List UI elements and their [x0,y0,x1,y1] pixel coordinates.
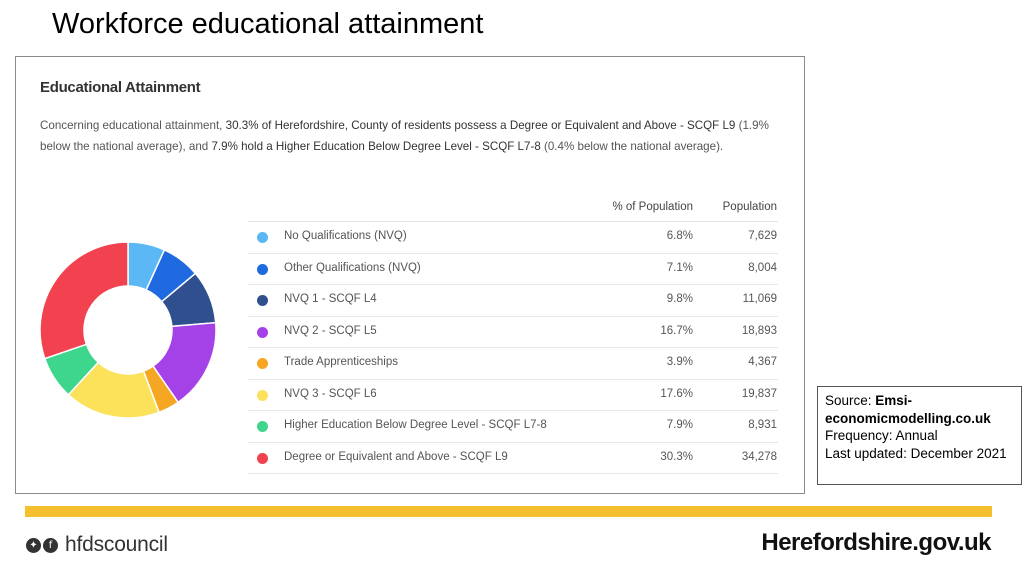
social-footer: ✦ f hfdscouncil [26,533,168,557]
row-population: 18,893 [741,324,777,337]
row-population: 4,367 [748,356,777,368]
facebook-icon[interactable]: f [43,537,58,553]
legend-dot [257,358,268,369]
row-population: 8,931 [748,419,777,431]
row-pct: 7.9% [666,419,693,431]
legend-dot [257,326,268,338]
row-label: No Qualifications (NVQ) [284,230,407,242]
row-pct: 16.7% [660,324,693,337]
row-pct: 9.8% [666,293,693,305]
header-population: Population [722,201,777,213]
table-row: NVQ 2 - SCQF L5 16.7% 18,893 [248,317,778,348]
panel-description: Concerning educational attainment, 30.3%… [40,115,785,157]
slide-title: Workforce educational attainment [52,8,484,40]
legend-dot [257,263,268,275]
desc-highlight-degree: 30.3% of Herefordshire, County of reside… [225,119,736,132]
attainment-panel: Educational Attainment Concerning educat… [15,56,805,494]
table-row: No Qualifications (NVQ) 6.8% 7,629 [248,222,778,254]
table-header: % of Population Population [248,197,778,222]
twitter-icon[interactable]: ✦ [26,537,41,553]
row-label: NVQ 2 - SCQF L5 [284,324,377,337]
row-label: Trade Apprenticeships [284,356,399,368]
row-pct: 3.9% [666,356,693,368]
panel-title: Educational Attainment [40,79,201,96]
legend-dot [257,232,268,243]
donut-chart [39,241,217,419]
row-pct: 30.3% [660,450,693,463]
source-updated: Last updated: December 2021 [825,445,1007,461]
table-row: NVQ 3 - SCQF L6 17.6% 19,837 [248,380,778,411]
row-population: 8,004 [748,261,777,274]
table-body: No Qualifications (NVQ) 6.8% 7,629 Other Qu… [248,222,778,474]
desc-text-2: (1.9% below the national average), and [40,119,769,153]
legend-dot [257,452,268,464]
row-pct: 17.6% [660,387,693,400]
source-label: Source: [825,393,876,408]
row-label: NVQ 1 - SCQF L4 [284,293,377,305]
row-population: 7,629 [748,230,777,242]
row-population: 19,837 [741,387,777,400]
desc-highlight-higher-ed: 7.9% hold a Higher Education Below Degre… [211,140,541,153]
social-handle: hfdscouncil [65,533,168,556]
desc-text-1: Concerning educational attainment, [40,119,226,132]
row-label: NVQ 3 - SCQF L6 [284,387,377,400]
row-population: 11,069 [742,293,777,305]
table-row: Other Qualifications (NVQ) 7.1% 8,004 [248,254,778,285]
row-population: 34,278 [741,450,777,463]
row-label: Higher Education Below Degree Level - SC… [284,419,547,431]
table-row: Higher Education Below Degree Level - SC… [248,411,778,443]
source-frequency: Frequency: Annual [825,428,938,443]
table-row: NVQ 1 - SCQF L4 9.8% 11,069 [248,285,778,317]
donut-slice [39,241,129,360]
legend-dot [257,295,268,306]
row-pct: 6.8% [666,230,693,242]
source-box: Source: Emsi-economicmodelling.co.uk Freq… [817,386,1022,485]
row-label: Degree or Equivalent and Above - SCQF L9 [284,450,508,463]
source-name: Emsi-economicmodelling.co.uk [825,393,991,426]
table-row: Degree or Equivalent and Above - SCQF L9… [248,443,778,474]
row-label: Other Qualifications (NVQ) [284,261,421,274]
table-row: Trade Apprenticeships 3.9% 4,367 [248,348,778,380]
site-logo: Herefordshire.gov.uk [761,529,991,556]
legend-dot [257,389,268,401]
row-pct: 7.1% [666,261,693,274]
attainment-table: % of Population Population No Qualificat… [248,197,778,474]
legend-dot [257,421,268,432]
desc-text-3: (0.4% below the national average). [540,140,724,153]
header-pct: % of Population [612,201,693,213]
accent-bar [25,506,992,517]
